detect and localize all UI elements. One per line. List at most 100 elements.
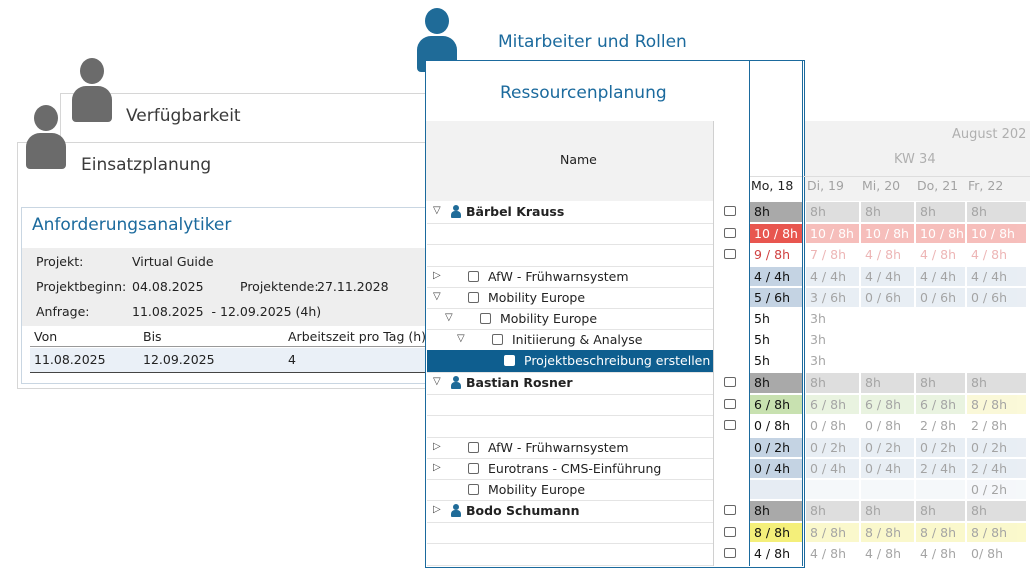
- day-cell[interactable]: 0 / 8h: [750, 416, 803, 436]
- day-cell[interactable]: 4 / 8h: [861, 544, 914, 564]
- day-cell[interactable]: 8h: [916, 202, 965, 222]
- day-cell[interactable]: 8h: [861, 373, 914, 393]
- day-cell[interactable]: 0 / 2h: [861, 438, 914, 457]
- day-cell[interactable]: 0 / 2h: [806, 438, 859, 457]
- day-cell[interactable]: 0 / 6h: [916, 288, 965, 307]
- day-cell[interactable]: 0 / 2h: [967, 438, 1026, 457]
- day-cell[interactable]: 8h: [806, 501, 859, 521]
- day-cell[interactable]: [916, 309, 965, 328]
- day-cell[interactable]: 8h: [916, 373, 965, 393]
- day-cell[interactable]: 8h: [967, 501, 1026, 521]
- expand-toggle[interactable]: ▽: [433, 376, 441, 387]
- expand-toggle[interactable]: ▷: [433, 504, 441, 515]
- day-cell[interactable]: 3 / 6h: [806, 288, 859, 307]
- day-cell[interactable]: 8 / 8h: [806, 523, 859, 542]
- day-cell[interactable]: 9 / 8h: [750, 245, 803, 265]
- day-cell[interactable]: 4 / 8h: [916, 544, 965, 564]
- day-cell[interactable]: 0 / 2h: [750, 438, 803, 457]
- day-cell[interactable]: 8h: [750, 373, 803, 393]
- day-cell[interactable]: 0 / 2h: [916, 438, 965, 457]
- row-name[interactable]: Mobility Europe: [488, 290, 586, 305]
- day-cell[interactable]: 4 / 4h: [861, 267, 914, 286]
- day-cell[interactable]: 0 / 4h: [806, 459, 859, 478]
- day-cell[interactable]: [916, 330, 965, 349]
- expand-toggle[interactable]: ▽: [457, 333, 465, 344]
- day-cell[interactable]: 6 / 8h: [861, 395, 914, 414]
- day-cell[interactable]: 5h: [750, 330, 803, 349]
- day-cell[interactable]: 4 / 4h: [967, 267, 1026, 286]
- day-cell[interactable]: [861, 330, 914, 349]
- row-name[interactable]: Bärbel Krauss: [466, 204, 565, 219]
- day-cell[interactable]: 8h: [861, 501, 914, 521]
- day-cell[interactable]: 2 / 8h: [916, 416, 965, 436]
- day-cell[interactable]: 8 / 8h: [967, 395, 1026, 414]
- day-cell[interactable]: 8 / 8h: [967, 523, 1026, 542]
- day-cell[interactable]: 5h: [750, 351, 803, 371]
- row-name[interactable]: Mobility Europe: [488, 482, 586, 497]
- day-cell[interactable]: 4 / 4h: [806, 267, 859, 286]
- row-name[interactable]: Projektbeschreibung erstellen: [524, 353, 711, 368]
- day-cell[interactable]: 6 / 8h: [750, 395, 803, 414]
- day-cell[interactable]: 0 / 2h: [967, 480, 1026, 499]
- day-cell[interactable]: [750, 480, 803, 499]
- row-name[interactable]: Mobility Europe: [500, 311, 598, 326]
- day-cell[interactable]: 4 / 8h: [967, 245, 1026, 265]
- day-cell[interactable]: 4 / 8h: [806, 544, 859, 564]
- day-cell[interactable]: [967, 309, 1026, 328]
- day-cell[interactable]: 8 / 8h: [916, 523, 965, 542]
- day-cell[interactable]: 0 / 4h: [861, 459, 914, 478]
- day-cell[interactable]: 8h: [967, 202, 1026, 222]
- day-cell[interactable]: [916, 351, 965, 371]
- day-cell[interactable]: 3h: [806, 351, 859, 371]
- day-cell[interactable]: 5 / 6h: [750, 288, 803, 307]
- day-cell[interactable]: 8h: [750, 202, 803, 222]
- expand-toggle[interactable]: ▽: [433, 291, 441, 302]
- day-cell[interactable]: [861, 351, 914, 371]
- day-cell[interactable]: 4 / 4h: [750, 267, 803, 286]
- day-cell[interactable]: 6 / 8h: [806, 395, 859, 414]
- day-cell[interactable]: 8h: [750, 501, 803, 521]
- day-cell[interactable]: 0 / 6h: [861, 288, 914, 307]
- day-cell[interactable]: 4 / 4h: [916, 267, 965, 286]
- day-cell[interactable]: 8h: [967, 373, 1026, 393]
- selected-row[interactable]: [427, 350, 713, 372]
- day-cell[interactable]: [916, 480, 965, 499]
- expand-toggle[interactable]: ▷: [433, 462, 441, 473]
- expand-toggle[interactable]: ▷: [433, 270, 441, 281]
- day-cell[interactable]: 0/ 8h: [967, 544, 1026, 564]
- day-cell[interactable]: 2 / 8h: [967, 416, 1026, 436]
- day-cell[interactable]: 5h: [750, 309, 803, 328]
- day-cell[interactable]: 10 / 8h: [916, 224, 965, 243]
- day-cell[interactable]: [861, 480, 914, 499]
- day-cell[interactable]: 2 / 4h: [916, 459, 965, 478]
- day-cell[interactable]: 0 / 6h: [967, 288, 1026, 307]
- expand-toggle[interactable]: ▽: [433, 205, 441, 216]
- day-cell[interactable]: [861, 309, 914, 328]
- day-cell[interactable]: [806, 480, 859, 499]
- day-cell[interactable]: 8h: [861, 202, 914, 222]
- day-cell[interactable]: 3h: [806, 330, 859, 349]
- row-name[interactable]: AfW - Frühwarnsystem: [488, 269, 629, 284]
- day-cell[interactable]: 10 / 8h: [967, 224, 1026, 243]
- day-cell[interactable]: 0 / 8h: [806, 416, 859, 436]
- day-cell[interactable]: 4 / 8h: [861, 245, 914, 265]
- row-name[interactable]: Bastian Rosner: [466, 375, 573, 390]
- day-cell[interactable]: 3h: [806, 309, 859, 328]
- row-name[interactable]: Eurotrans - CMS-Einführung: [488, 461, 662, 476]
- day-cell[interactable]: 6 / 8h: [916, 395, 965, 414]
- row-name[interactable]: Bodo Schumann: [466, 503, 580, 518]
- expand-toggle[interactable]: ▷: [433, 441, 441, 452]
- day-cell[interactable]: 8h: [916, 501, 965, 521]
- row-name[interactable]: Initiierung & Analyse: [512, 332, 643, 347]
- day-cell[interactable]: 7 / 8h: [806, 245, 859, 265]
- day-cell[interactable]: 10 / 8h: [861, 224, 914, 243]
- day-cell[interactable]: 8 / 8h: [861, 523, 914, 542]
- row-name[interactable]: AfW - Frühwarnsystem: [488, 440, 629, 455]
- day-cell[interactable]: 8h: [806, 202, 859, 222]
- day-cell[interactable]: 8h: [806, 373, 859, 393]
- day-cell[interactable]: 10 / 8h: [750, 224, 803, 243]
- expand-toggle[interactable]: ▽: [445, 312, 453, 323]
- table-row[interactable]: 11.08.2025 12.09.2025 4: [30, 348, 432, 373]
- day-cell[interactable]: 4 / 8h: [916, 245, 965, 265]
- day-cell[interactable]: 8 / 8h: [750, 523, 803, 542]
